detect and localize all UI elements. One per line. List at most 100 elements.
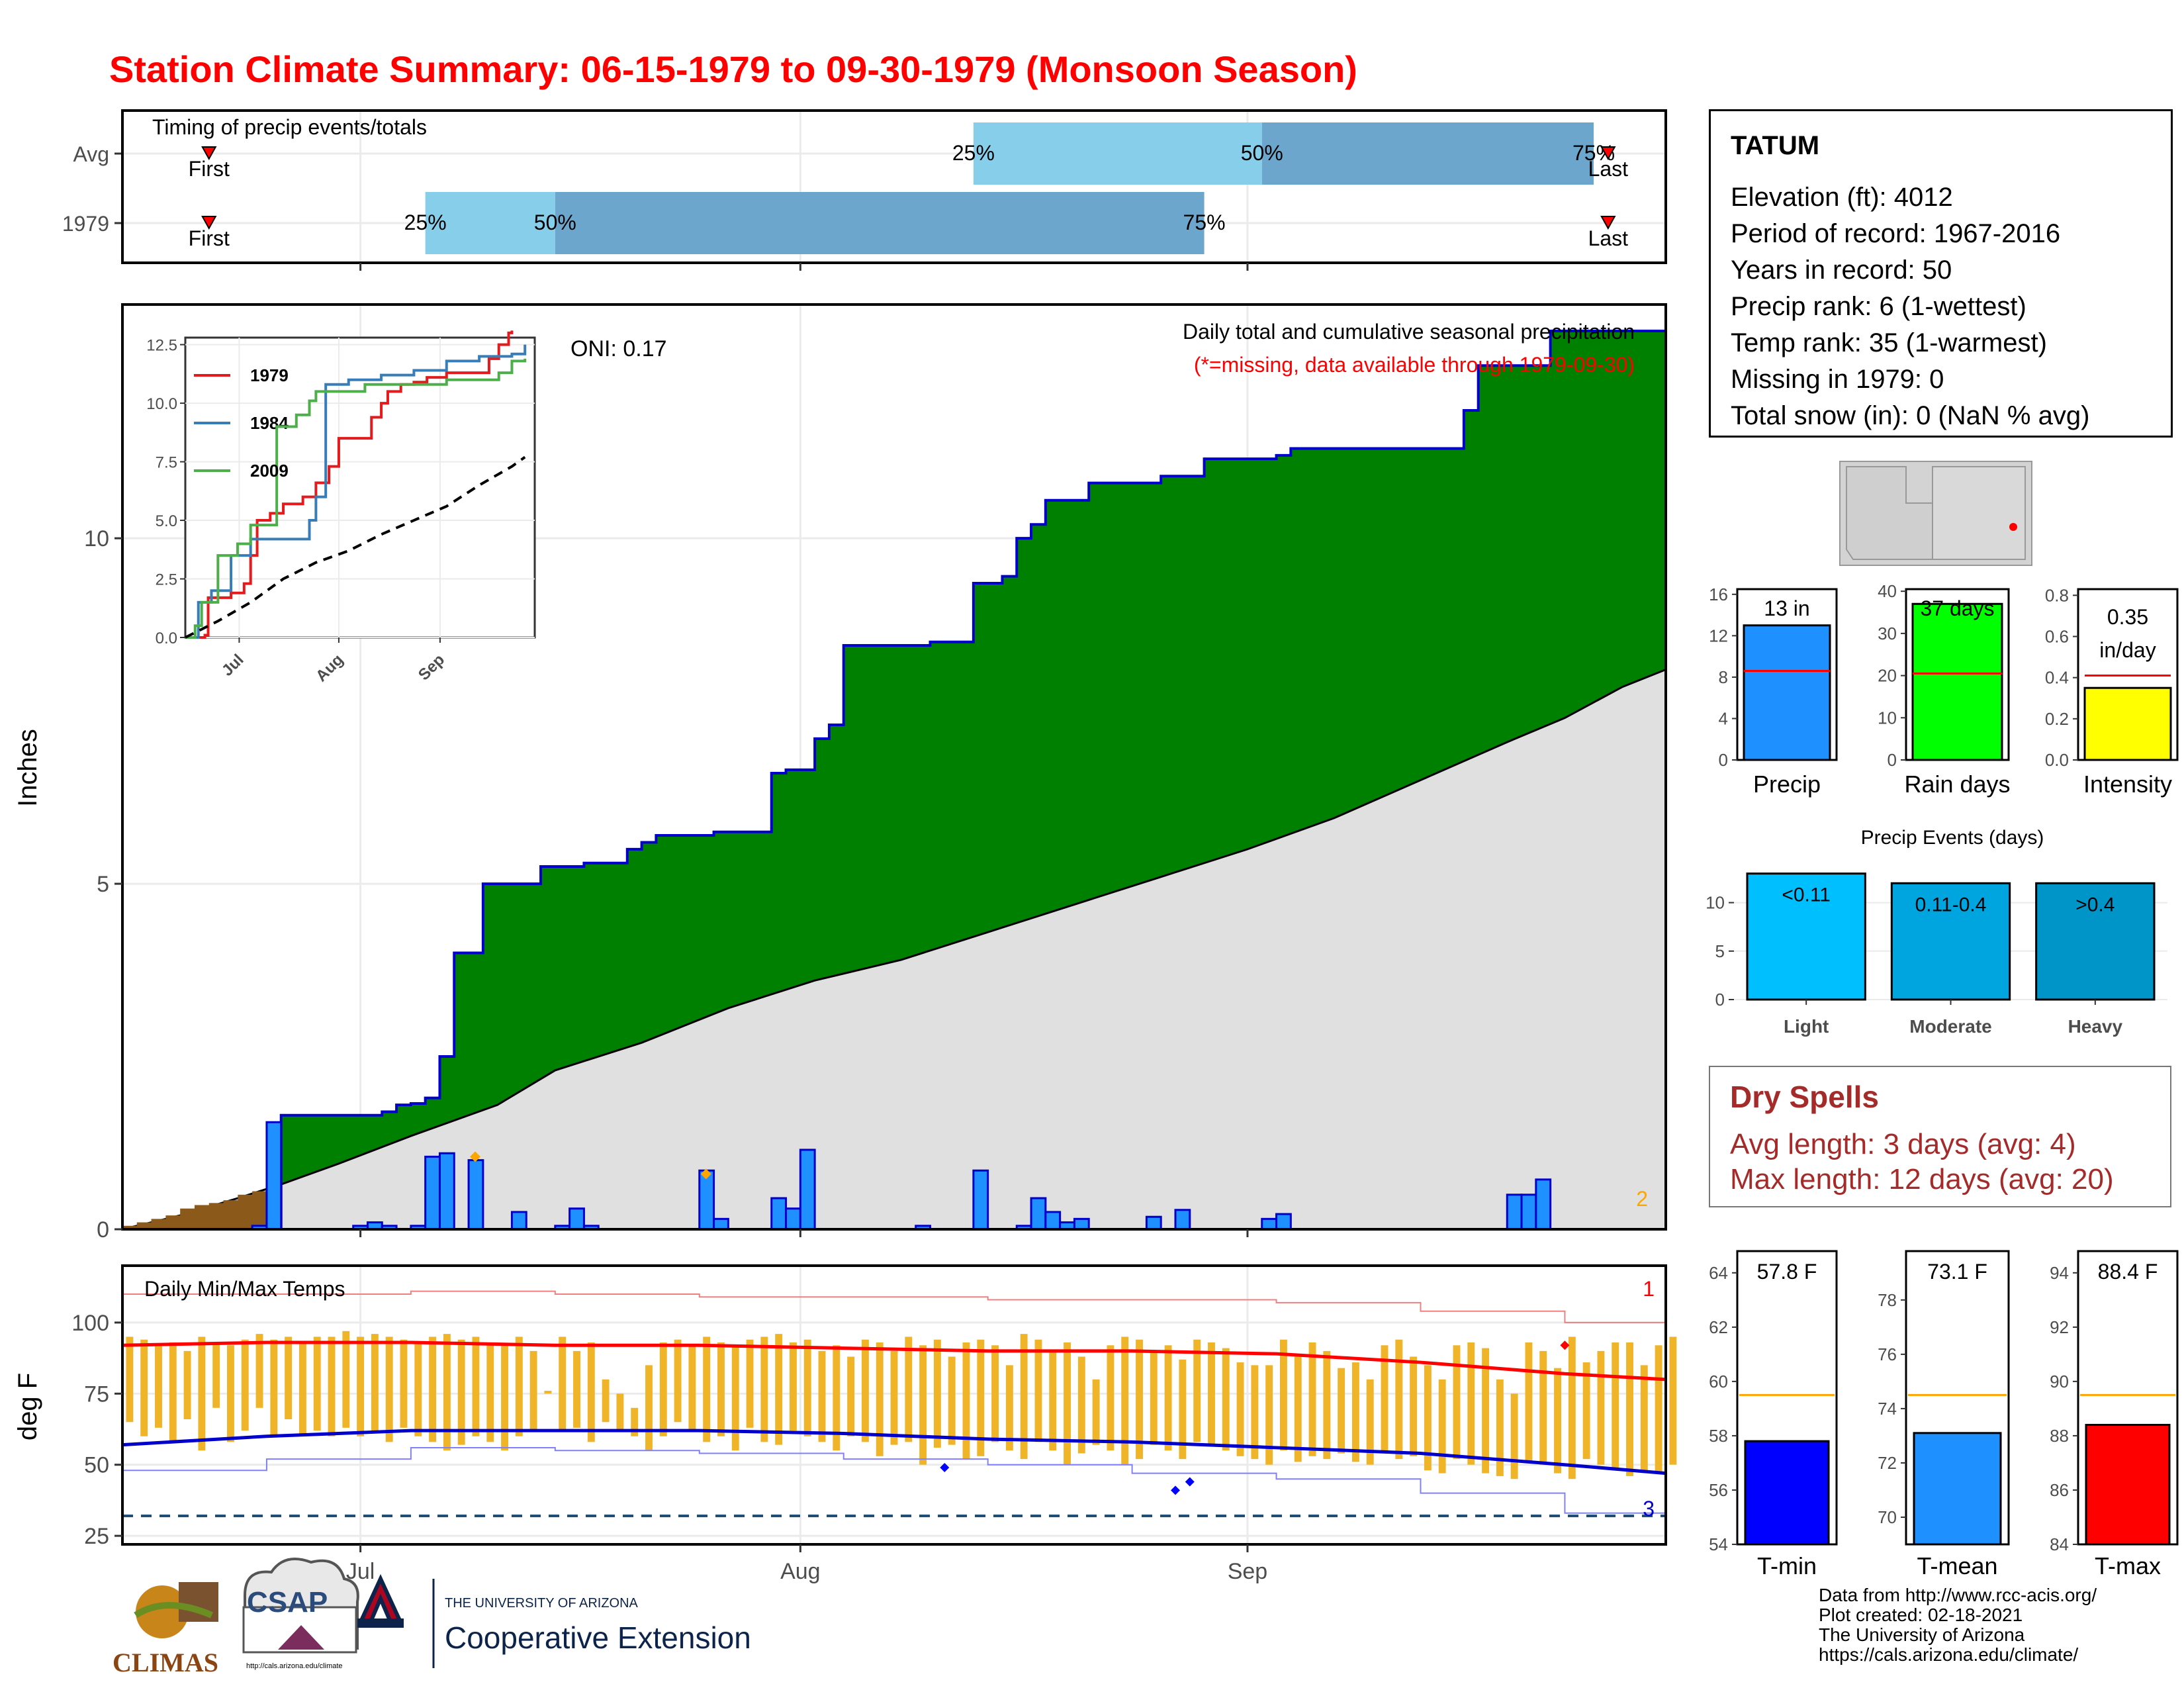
daily-temp-bar	[1265, 1365, 1273, 1465]
daily-temp-bar	[1424, 1365, 1432, 1471]
daily-temp-bar	[313, 1336, 321, 1431]
plot-border	[121, 303, 1667, 1231]
daily-temp-bar	[342, 1331, 350, 1428]
ua-a-base	[357, 1618, 404, 1628]
map-region-east	[1932, 466, 2026, 560]
daily-temp-bar	[803, 1339, 811, 1436]
credit-line-date: Plot created: 02-18-2021	[1819, 1605, 2023, 1625]
daily-precip-bar	[1044, 1211, 1062, 1231]
daily-temp-bar	[1467, 1342, 1475, 1465]
daily-temp-bar	[573, 1350, 580, 1428]
logos: CLIMAS CSAP http://cals.arizona.edu/clim…	[113, 1558, 751, 1677]
daily-precip-bar	[1030, 1197, 1047, 1231]
daily-temp-bar	[1164, 1345, 1172, 1451]
daily-temp-bar	[285, 1336, 293, 1419]
timing-last-marker	[1600, 216, 1616, 230]
daily-temp-bar	[587, 1342, 595, 1442]
daily-precip-bar	[713, 1217, 729, 1231]
inset-y-tick-label: 10.0	[146, 395, 177, 413]
timing-row-label: Avg	[73, 142, 109, 166]
daily-temp-bar	[1020, 1334, 1028, 1460]
daily-temp-bar	[443, 1334, 451, 1451]
summary-y-tick-label: 0	[1888, 750, 1897, 770]
dry-spells-title: Dry Spells	[1730, 1080, 1879, 1114]
csap-logo: CSAP http://cals.arizona.edu/climate	[242, 1558, 359, 1670]
daily-temp-bar	[731, 1345, 739, 1451]
average-cumulative-area	[122, 669, 1666, 1229]
daily-temp-bar	[905, 1336, 913, 1442]
ua-logo: THE UNIVERSITY OF ARIZONA Cooperative Ex…	[357, 1573, 751, 1668]
daily-temp-bar	[847, 1356, 855, 1436]
climas-logo-text: CLIMAS	[113, 1648, 218, 1677]
daily-temp-bar	[429, 1336, 437, 1442]
daily-temp-bar	[241, 1339, 249, 1431]
csap-url-text: http://cals.arizona.edu/climate	[246, 1662, 343, 1670]
station-info-box: TATUM Elevation (ft): 4012 Period of rec…	[1709, 109, 2173, 438]
daily-temp-bar	[414, 1342, 422, 1436]
summary-bar-charts: 13 in 0 4 8 12 16 Precip 37 days 0 10 20 30 40 Rain d…	[1706, 581, 2179, 1579]
daily-temp-bar	[1453, 1345, 1461, 1460]
daily-temp-bar	[977, 1339, 985, 1456]
summary-y-tick-label: 0.8	[2045, 585, 2069, 605]
ua-small-text: THE UNIVERSITY OF ARIZONA	[445, 1596, 639, 1611]
daily-temp-bar	[688, 1345, 696, 1431]
daily-temp-bar	[1005, 1365, 1013, 1451]
summary-y-tick-label: 8	[1719, 667, 1728, 687]
temps-border	[121, 1264, 1667, 1546]
credit-line-university: The University of Arizona	[1819, 1624, 2025, 1645]
events-category-label: Heavy	[2068, 1016, 2123, 1037]
timing-p25-label: 25%	[952, 141, 995, 165]
daily-temp-bar	[198, 1336, 206, 1451]
timing-last-label: Last	[1588, 157, 1629, 181]
daily-temp-bar	[1626, 1342, 1633, 1476]
station-temp-rank: Temp rank: 35 (1-warmest)	[1731, 328, 2047, 357]
state-map-thumbnail	[1839, 461, 2032, 566]
temp-summary-bar	[1744, 1440, 1830, 1546]
early-precip-bar	[136, 1222, 152, 1229]
early-precip-bar	[122, 1225, 138, 1229]
events-range-label: <0.11	[1782, 884, 1831, 906]
events-y-tick-label: 5	[1715, 941, 1725, 961]
record-high-marker	[1560, 1340, 1570, 1350]
daily-temp-bar	[227, 1345, 234, 1442]
daily-temp-bar	[616, 1393, 624, 1431]
summary-y-tick-label: 0.0	[2045, 750, 2069, 770]
summary-panel-label: Rain days	[1904, 771, 2010, 798]
temp-summary-y-tick-label: 90	[2050, 1372, 2069, 1391]
daily-temp-bar	[760, 1336, 768, 1442]
inset-legend-label: 1984	[250, 413, 289, 433]
daily-precip-bar	[265, 1121, 283, 1231]
daily-precip-bar	[510, 1211, 527, 1231]
daily-temp-bar	[1208, 1342, 1215, 1445]
temp-summary-y-tick-label: 92	[2050, 1317, 2069, 1337]
early-precip-bar	[180, 1208, 195, 1229]
daily-temp-bar	[717, 1342, 725, 1436]
temp-summary-bar	[1913, 1432, 2002, 1546]
daily-temp-bar	[1308, 1342, 1316, 1456]
inset-series-line	[185, 330, 514, 639]
daily-temp-bar	[1222, 1348, 1230, 1451]
dry-spells-max: Max length: 12 days (avg: 20)	[1730, 1163, 2114, 1196]
inset-legend-label: 2009	[250, 461, 289, 481]
daily-temp-bar	[1179, 1359, 1187, 1460]
early-precip-bar	[252, 1191, 267, 1229]
precip-y-axis-label: Inches	[13, 729, 42, 807]
timing-first-label: First	[189, 226, 230, 250]
daily-temp-bar	[1410, 1356, 1418, 1456]
daily-temp-bar	[357, 1336, 365, 1436]
y-tick-label: 5	[97, 872, 109, 897]
daily-temp-bar	[919, 1345, 927, 1465]
timing-p25-label: 25%	[404, 211, 447, 234]
timing-first-marker	[201, 216, 217, 230]
daily-temp-bar	[501, 1345, 508, 1451]
daily-temp-bar	[1150, 1350, 1158, 1445]
daily-precip-bar	[972, 1169, 989, 1231]
y-tick-label: 10	[84, 526, 109, 551]
summary-y-tick-label: 0.2	[2045, 709, 2069, 729]
daily-temp-bar	[818, 1350, 826, 1442]
daily-temp-bar	[991, 1345, 999, 1442]
timing-first-marker	[201, 146, 217, 161]
summary-panel-label: Intensity	[2083, 771, 2172, 798]
inset-y-tick-label: 0.0	[156, 630, 177, 647]
